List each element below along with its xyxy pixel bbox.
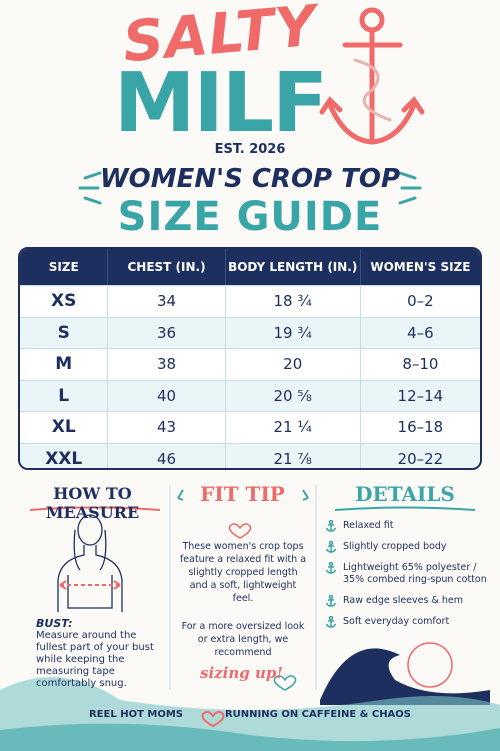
detail-text: Relaxed fit bbox=[343, 520, 394, 531]
table-cell: 18 ¾ bbox=[224, 286, 360, 317]
table-row: XS 34 18 ¾ 0–2 bbox=[20, 285, 480, 317]
header-row: SIZE CHEST (IN.) BODY LENGTH (IN.) WOMEN'S … bbox=[20, 249, 480, 285]
established: EST. 2026 bbox=[214, 142, 286, 157]
table-cell: 38 bbox=[107, 349, 224, 380]
handwritten-note: sizing up! bbox=[200, 664, 283, 682]
table-cell: 34 bbox=[107, 286, 224, 317]
table-row: M 38 20 8–10 bbox=[20, 348, 480, 380]
detail-text: Soft everyday comfort bbox=[343, 616, 450, 627]
brand-bottom: MILF bbox=[113, 56, 328, 151]
table-cell: 36 bbox=[107, 317, 224, 348]
anchor-icon bbox=[325, 520, 337, 532]
table-row: XXL 46 21 ⅞ 20–22 bbox=[20, 442, 480, 469]
table-row: L 40 20 ⅝ 12–14 bbox=[20, 379, 480, 411]
details-list: Relaxed fit Slightly cropped body Lightwei… bbox=[325, 520, 495, 637]
detail-item: Relaxed fit bbox=[325, 520, 495, 532]
measure-label: BUST: bbox=[36, 617, 73, 630]
table-cell: XXL bbox=[45, 448, 83, 469]
section-title: FIT TIP bbox=[200, 482, 285, 506]
table-cell: 20–22 bbox=[359, 443, 480, 468]
table-cell: XL bbox=[51, 417, 76, 438]
anchor-icon bbox=[325, 595, 337, 607]
anchor-icon bbox=[325, 616, 337, 628]
table-row: XL 43 21 ¼ 16–18 bbox=[20, 411, 480, 443]
table-cell: L bbox=[58, 385, 70, 406]
detail-item: Lightweight 65% polyester / 35% combed r… bbox=[325, 562, 495, 586]
size-table: SIZE CHEST (IN.) BODY LENGTH (IN.) WOMEN'S … bbox=[18, 247, 482, 470]
footer-left: REEL HOT MOMS bbox=[88, 709, 183, 720]
anchor-icon bbox=[325, 541, 337, 553]
table-cell: 4–6 bbox=[359, 317, 480, 348]
table-cell: 40 bbox=[107, 380, 224, 411]
table-cell: 19 ¾ bbox=[224, 317, 360, 348]
table-cell: S bbox=[57, 322, 70, 343]
table-cell: 16–18 bbox=[359, 412, 480, 443]
header-cell: CHEST (IN.) bbox=[107, 249, 224, 285]
table-cell: 20 bbox=[224, 349, 360, 380]
detail-text: Lightweight 65% polyester / 35% combed r… bbox=[343, 562, 487, 585]
table-cell: 21 ⅞ bbox=[224, 443, 360, 468]
header-cell: SIZE bbox=[48, 260, 79, 274]
table-cell: 12–14 bbox=[359, 380, 480, 411]
detail-item: Soft everyday comfort bbox=[325, 616, 495, 628]
table-cell: 0–2 bbox=[359, 286, 480, 317]
measure-text: Measure around the fullest part of your … bbox=[36, 630, 154, 689]
table-cell: 8–10 bbox=[359, 349, 480, 380]
detail-item: Slightly cropped body bbox=[325, 541, 495, 553]
section-title: DETAILS bbox=[355, 482, 455, 506]
detail-item: Raw edge sleeves & hem bbox=[325, 595, 495, 607]
table-cell: XS bbox=[51, 291, 77, 312]
footer: REEL HOT MOMS RUNNING ON CAFFEINE & CHAO… bbox=[0, 709, 500, 720]
table-cell: 43 bbox=[107, 412, 224, 443]
detail-text: Slightly cropped body bbox=[343, 541, 447, 552]
table-cell: 20 ⅝ bbox=[224, 380, 360, 411]
fit-text: These women's crop tops feature a relaxe… bbox=[179, 541, 307, 604]
table-cell: 21 ¼ bbox=[224, 412, 360, 443]
section-title: HOW TO MEASURE bbox=[45, 484, 140, 522]
table-cell: 46 bbox=[107, 443, 224, 468]
table-row: S 36 19 ¾ 4–6 bbox=[20, 316, 480, 348]
table-cell: M bbox=[55, 354, 73, 375]
anchor-icon bbox=[325, 562, 337, 574]
title-line: WOMEN'S CROP TOP bbox=[99, 164, 401, 194]
footer-right: RUNNING ON CAFFEINE & CHAOS bbox=[224, 709, 411, 720]
header-cell: WOMEN'S SIZE bbox=[359, 249, 480, 285]
header-cell: BODY LENGTH (IN.) bbox=[224, 249, 360, 285]
fit-text: For a more oversized look or extra lengt… bbox=[181, 621, 305, 658]
title-main: SIZE GUIDE bbox=[117, 194, 383, 240]
detail-text: Raw edge sleeves & hem bbox=[343, 595, 464, 606]
